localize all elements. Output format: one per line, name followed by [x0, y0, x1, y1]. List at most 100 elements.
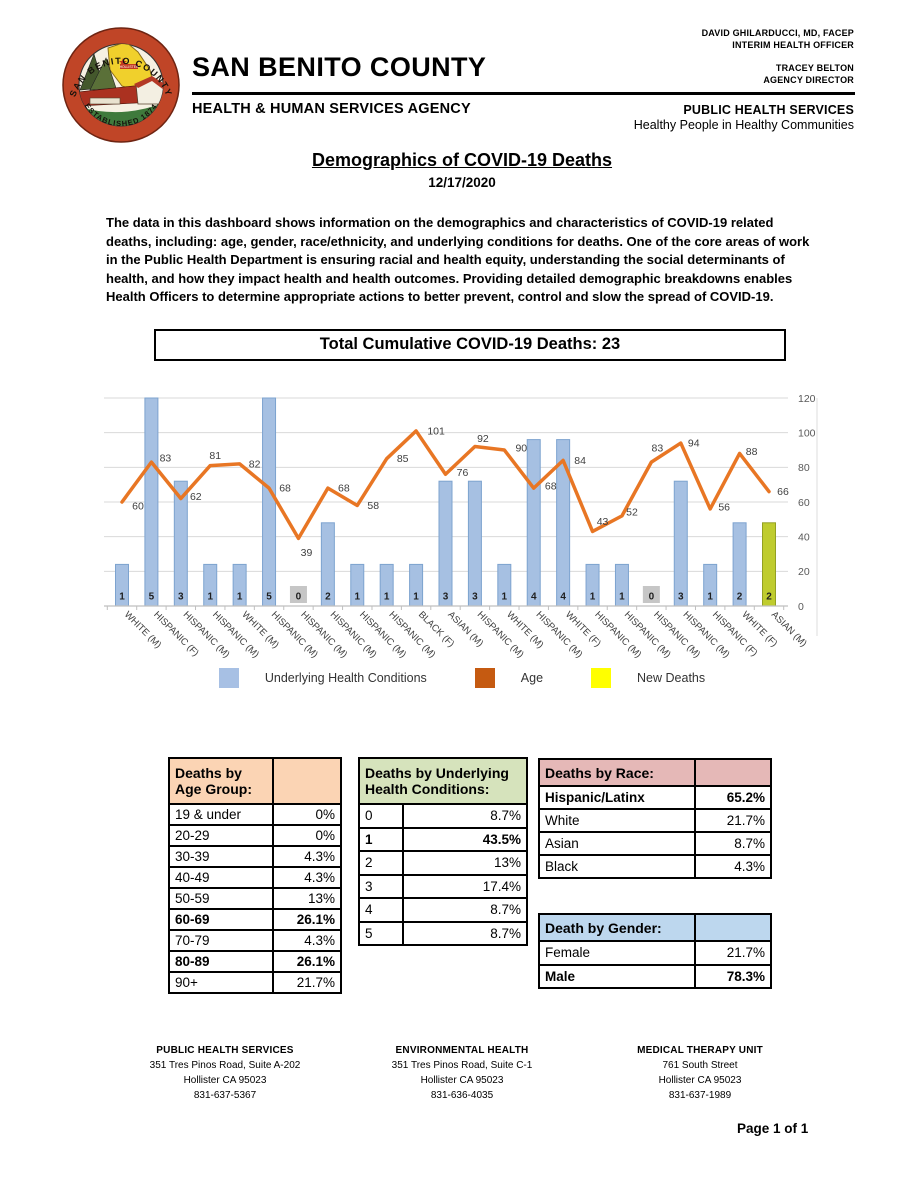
- bar-value-label: 4: [560, 592, 566, 603]
- row-value: 21.7%: [272, 971, 342, 994]
- right-axis-tick-label: 0: [798, 601, 804, 613]
- condition-bar: [262, 397, 277, 607]
- condition-bar: [438, 480, 453, 607]
- footer-location-line: 831-636-4035: [430, 1090, 494, 1101]
- legend-swatch-icon: [474, 668, 495, 688]
- age-value-label: 83: [160, 453, 172, 465]
- age-value-label: 68: [279, 483, 291, 495]
- row-value: 21.7%: [694, 940, 772, 966]
- age-value-label: 101: [427, 425, 445, 437]
- bar-value-label: 1: [590, 592, 596, 603]
- zero-label-box: [642, 586, 660, 603]
- department-name: PUBLIC HEALTH SERVICES: [683, 103, 854, 117]
- department-block: PUBLIC HEALTH SERVICES Healthy People in…: [634, 103, 854, 132]
- bar-value-label: 2: [737, 592, 743, 603]
- table-row: White 21.7%: [538, 808, 772, 833]
- bar-value-label: 1: [619, 592, 625, 603]
- footer-location-name: ENVIRONMENTAL HEALTH: [395, 1045, 529, 1056]
- condition-bar: [144, 397, 159, 607]
- county-name: SAN BENITO COUNTY: [192, 52, 487, 82]
- row-value: 26.1%: [272, 908, 342, 931]
- bar-value-label: 1: [237, 592, 243, 603]
- bar-value-label: 3: [678, 592, 684, 603]
- bar-value-label: 1: [502, 592, 508, 603]
- row-value: 13%: [272, 887, 342, 910]
- footer-location-line: 351 Tres Pinos Road, Suite A-202: [149, 1060, 301, 1071]
- table-row: Hispanic/Latinx 65.2%: [538, 785, 772, 810]
- table-row: 30-39 4.3%: [168, 845, 342, 868]
- age-value-label: 52: [626, 506, 638, 518]
- official-title: INTERIM HEALTH OFFICER: [732, 40, 854, 51]
- page-title: Demographics of COVID-19 Deaths: [311, 150, 613, 170]
- table-row: Male 78.3%: [538, 963, 772, 989]
- age-value-label: 62: [190, 491, 202, 503]
- table-row: 4 8.7%: [358, 897, 529, 923]
- table-row: 5 8.7%: [358, 920, 529, 946]
- bar-value-label: 5: [266, 592, 272, 603]
- age-value-label: 83: [652, 443, 664, 455]
- right-axis-tick-label: 60: [798, 497, 810, 509]
- condition-bar: [673, 480, 688, 607]
- table-header: Deaths by Race:: [538, 758, 696, 787]
- row-label: White: [538, 808, 696, 833]
- age-value-label: 90: [515, 443, 527, 455]
- death-by-gender-table: Death by Gender: Female 21.7% Male 78.3%: [538, 913, 772, 989]
- age-line: [120, 429, 771, 541]
- total-deaths-banner: Total Cumulative COVID-19 Deaths: 23: [154, 329, 786, 361]
- legend-label: Age: [520, 671, 544, 685]
- row-value: 21.7%: [694, 808, 772, 833]
- legend-item: New Deaths: [591, 668, 705, 688]
- official-entry: DAVID GHILARDUCCI, MD, FACEP INTERIM HEA…: [702, 27, 854, 51]
- table-header: Death by Gender:: [538, 913, 696, 942]
- bar-value-label: 5: [149, 592, 155, 603]
- age-value-label: 56: [718, 501, 730, 513]
- table-row: Asian 8.7%: [538, 831, 772, 856]
- official-title: AGENCY DIRECTOR: [763, 75, 854, 86]
- age-value-label: 68: [338, 483, 350, 495]
- chart-canvas: 0 20 40 60 80 100 120 1 5 3 1 1 5 0 2 1 1 1 3 3 1 4 4 1 1 0 3 1 2 2 60…: [104, 393, 818, 660]
- age-value-label: 66: [777, 486, 789, 498]
- table-row: 70-79 4.3%: [168, 929, 342, 952]
- row-label: 0: [358, 803, 404, 829]
- age-value-label: 88: [746, 446, 758, 458]
- header-divider: [192, 92, 855, 95]
- row-label: 30-39: [168, 845, 274, 868]
- department-tagline: Healthy People in Healthy Communities: [633, 118, 854, 132]
- bar-value-label: 4: [531, 592, 537, 603]
- age-value-label: 94: [688, 438, 700, 450]
- table-header-empty: [694, 758, 772, 787]
- bar-value-label: 3: [472, 592, 478, 603]
- row-label: 40-49: [168, 866, 274, 889]
- row-label: Black: [538, 854, 696, 879]
- zero-label-box: [289, 586, 307, 603]
- table-header-empty: [272, 757, 342, 805]
- bar-value-label: 3: [178, 592, 184, 603]
- row-label: Asian: [538, 831, 696, 856]
- table-row: 40-49 4.3%: [168, 866, 342, 889]
- table-deaths-by-conditions: Deaths by Underlying Health Conditions: 0 8…: [357, 757, 529, 946]
- bar-value-label: 1: [354, 592, 360, 603]
- legend-swatch-icon: [218, 668, 239, 688]
- row-value: 0%: [272, 824, 342, 847]
- table-row: 19 & under 0%: [168, 803, 342, 826]
- table-row: 80-89 26.1%: [168, 950, 342, 973]
- footer-location-line: Hollister CA 95023: [658, 1075, 742, 1086]
- age-value-label: 39: [301, 547, 313, 559]
- bar-value-label: 1: [119, 592, 125, 603]
- officials-block: DAVID GHILARDUCCI, MD, FACEP INTERIM HEA…: [702, 27, 854, 98]
- table-header-empty: [694, 913, 772, 942]
- row-label: 3: [358, 873, 404, 899]
- bar-value-label: 1: [384, 592, 390, 603]
- table-row: 2 13%: [358, 850, 529, 876]
- official-name: DAVID GHILARDUCCI, MD, FACEP: [701, 28, 854, 38]
- footer-location-line: 831-637-1989: [668, 1090, 732, 1101]
- right-axis-tick-label: 80: [798, 462, 810, 474]
- footer-location-name: MEDICAL THERAPY UNIT: [637, 1045, 763, 1056]
- bar-value-label: 2: [325, 592, 331, 603]
- age-value-label: 81: [209, 450, 221, 462]
- right-axis-tick-label: 120: [798, 393, 816, 405]
- row-value: 8.7%: [401, 803, 529, 829]
- deaths-by-race-table: Deaths by Race: Hispanic/Latinx 65.2% White…: [538, 758, 772, 879]
- right-axis-tick-label: 40: [798, 531, 810, 543]
- right-axis-tick-label: 20: [798, 566, 810, 578]
